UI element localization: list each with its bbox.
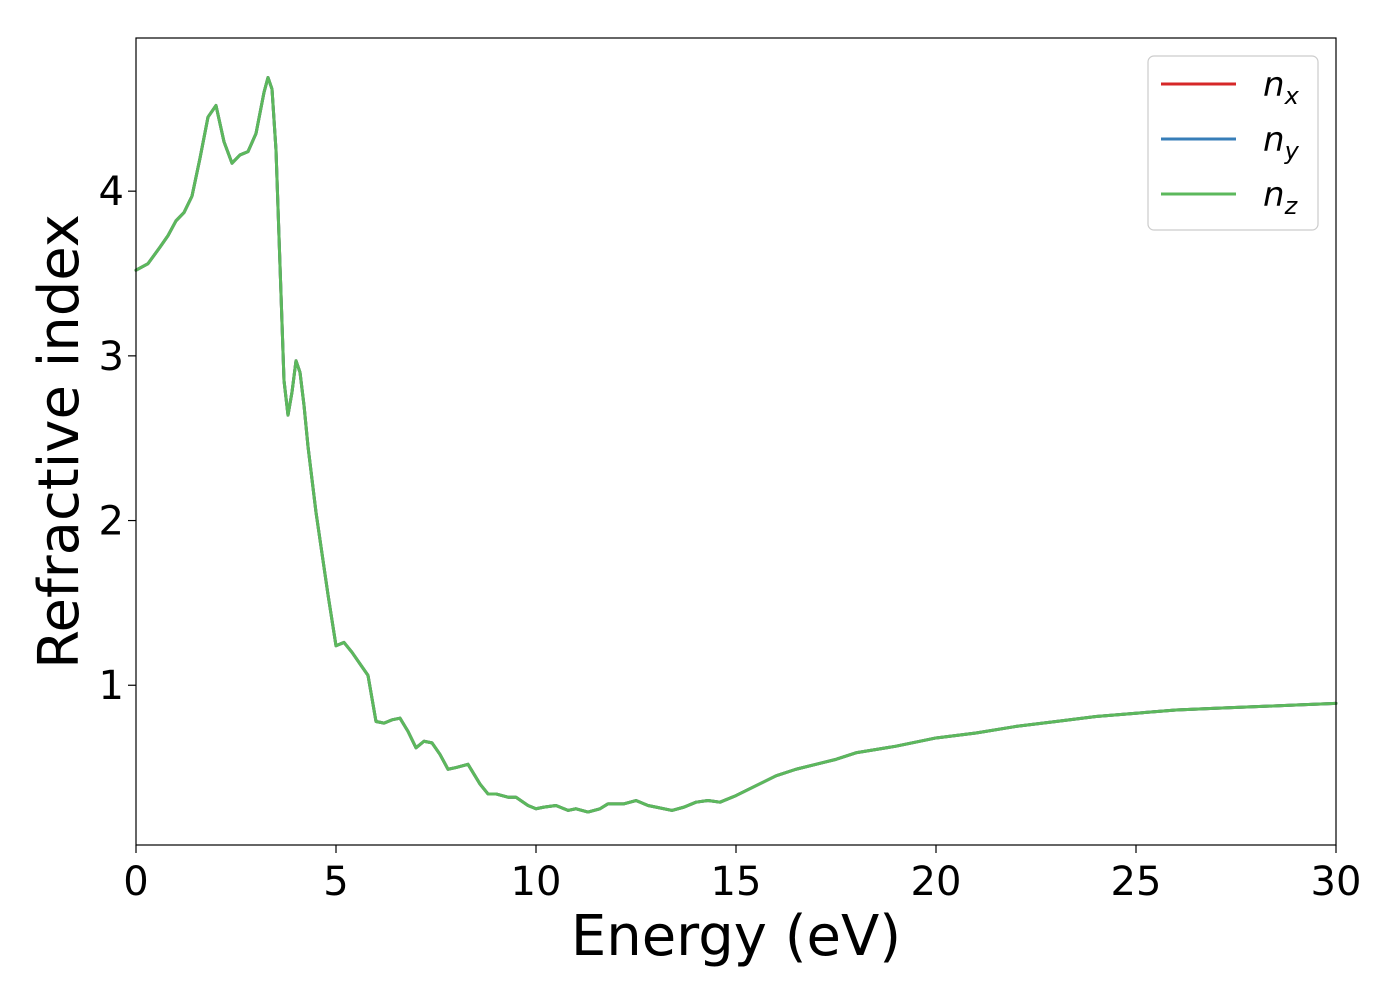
x-tick-label: 25 bbox=[1111, 859, 1162, 905]
x-tick-label: 0 bbox=[123, 859, 148, 905]
y-tick-label: 3 bbox=[99, 334, 124, 380]
x-tick-label: 30 bbox=[1311, 859, 1362, 905]
x-axis-ticks: 0 5 10 15 20 25 30 bbox=[123, 845, 1361, 905]
x-tick-label: 15 bbox=[711, 859, 762, 905]
y-axis-ticks: 1 2 3 4 bbox=[99, 169, 136, 709]
x-tick-label: 20 bbox=[911, 859, 962, 905]
legend-frame bbox=[1147, 55, 1319, 231]
y-tick-label: 4 bbox=[99, 169, 124, 215]
series-line-n_z bbox=[134, 76, 1338, 814]
x-tick-label: 5 bbox=[323, 859, 348, 905]
x-axis-title: Energy (eV) bbox=[571, 904, 901, 969]
x-tick-label: 10 bbox=[511, 859, 562, 905]
series-layer bbox=[134, 76, 1338, 814]
y-tick-label: 2 bbox=[99, 499, 124, 545]
y-tick-label: 1 bbox=[99, 663, 124, 709]
y-axis-title: Refractive index bbox=[27, 214, 92, 669]
